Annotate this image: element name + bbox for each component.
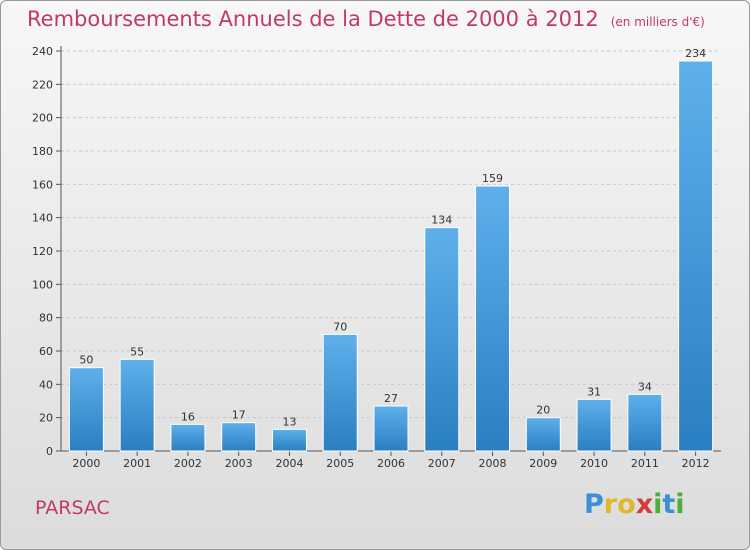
bar: [627, 393, 663, 452]
logo-letter: t: [662, 489, 676, 520]
bars: [68, 60, 714, 452]
y-tick-label: 60: [39, 345, 53, 358]
logo-letter: P: [584, 489, 604, 520]
x-tick-label: 2001: [123, 457, 151, 470]
y-tick-label: 220: [32, 78, 53, 91]
x-tick-label: 2004: [275, 457, 303, 470]
bar-value-label: 20: [536, 404, 550, 417]
x-tick-label: 2011: [631, 457, 659, 470]
bar-value-label: 27: [384, 392, 398, 405]
x-tick-label: 2012: [682, 457, 710, 470]
bar-value-label: 159: [482, 172, 503, 185]
bar: [475, 185, 511, 452]
bar: [322, 333, 358, 452]
y-tick-label: 100: [32, 278, 53, 291]
bar: [68, 367, 104, 452]
logo-letter: o: [617, 489, 636, 520]
bar: [170, 423, 206, 452]
y-tick-label: 180: [32, 145, 53, 158]
x-tick-label: 2005: [326, 457, 354, 470]
bar: [525, 417, 561, 452]
bar-value-label: 134: [431, 214, 452, 227]
x-tick-label: 2003: [225, 457, 253, 470]
y-tick-label: 40: [39, 378, 53, 391]
y-tick-label: 200: [32, 112, 53, 125]
y-tick-label: 160: [32, 178, 53, 191]
grid-lines: [61, 50, 721, 419]
x-tick-label: 2007: [428, 457, 456, 470]
x-tick-label: 2009: [529, 457, 557, 470]
logo-letter: i: [675, 489, 685, 520]
bar-value-label: 16: [181, 410, 195, 423]
x-tick-label: 2010: [580, 457, 608, 470]
bar: [119, 358, 155, 452]
bar-value-label: 34: [638, 380, 652, 393]
x-tick-label: 2006: [377, 457, 405, 470]
x-tick-label: 2008: [479, 457, 507, 470]
x-tick-label: 2000: [72, 457, 100, 470]
chart-title: Remboursements Annuels de la Dette de 20…: [27, 7, 705, 31]
labels: 0204060801001201401601802002202405020005…: [32, 45, 710, 470]
proxiti-logo[interactable]: Proxiti: [584, 489, 685, 520]
bar: [576, 398, 612, 452]
y-tick-label: 140: [32, 212, 53, 225]
bar-value-label: 31: [587, 385, 601, 398]
x-tick-label: 2002: [174, 457, 202, 470]
bar: [373, 405, 409, 452]
bar: [221, 422, 257, 452]
y-tick-label: 0: [46, 445, 53, 458]
commune-name: PARSAC: [35, 497, 110, 519]
y-tick-label: 20: [39, 412, 53, 425]
bar: [271, 428, 307, 452]
logo-letter: r: [603, 489, 618, 520]
bar-value-label: 70: [333, 320, 347, 333]
bar-value-label: 50: [79, 354, 93, 367]
chart-title-text: Remboursements Annuels de la Dette de 20…: [27, 7, 599, 31]
y-tick-label: 240: [32, 45, 53, 58]
bar-value-label: 13: [282, 415, 296, 428]
y-tick-label: 120: [32, 245, 53, 258]
bar-value-label: 234: [685, 47, 706, 60]
bar: [424, 227, 460, 452]
bar: [678, 60, 714, 452]
bar-value-label: 17: [232, 409, 246, 422]
logo-letter: x: [635, 489, 654, 520]
y-tick-label: 80: [39, 312, 53, 325]
bar-value-label: 55: [130, 345, 144, 358]
chart-title-unit: (en milliers d'€): [610, 15, 705, 29]
logo-letter: i: [653, 489, 663, 520]
